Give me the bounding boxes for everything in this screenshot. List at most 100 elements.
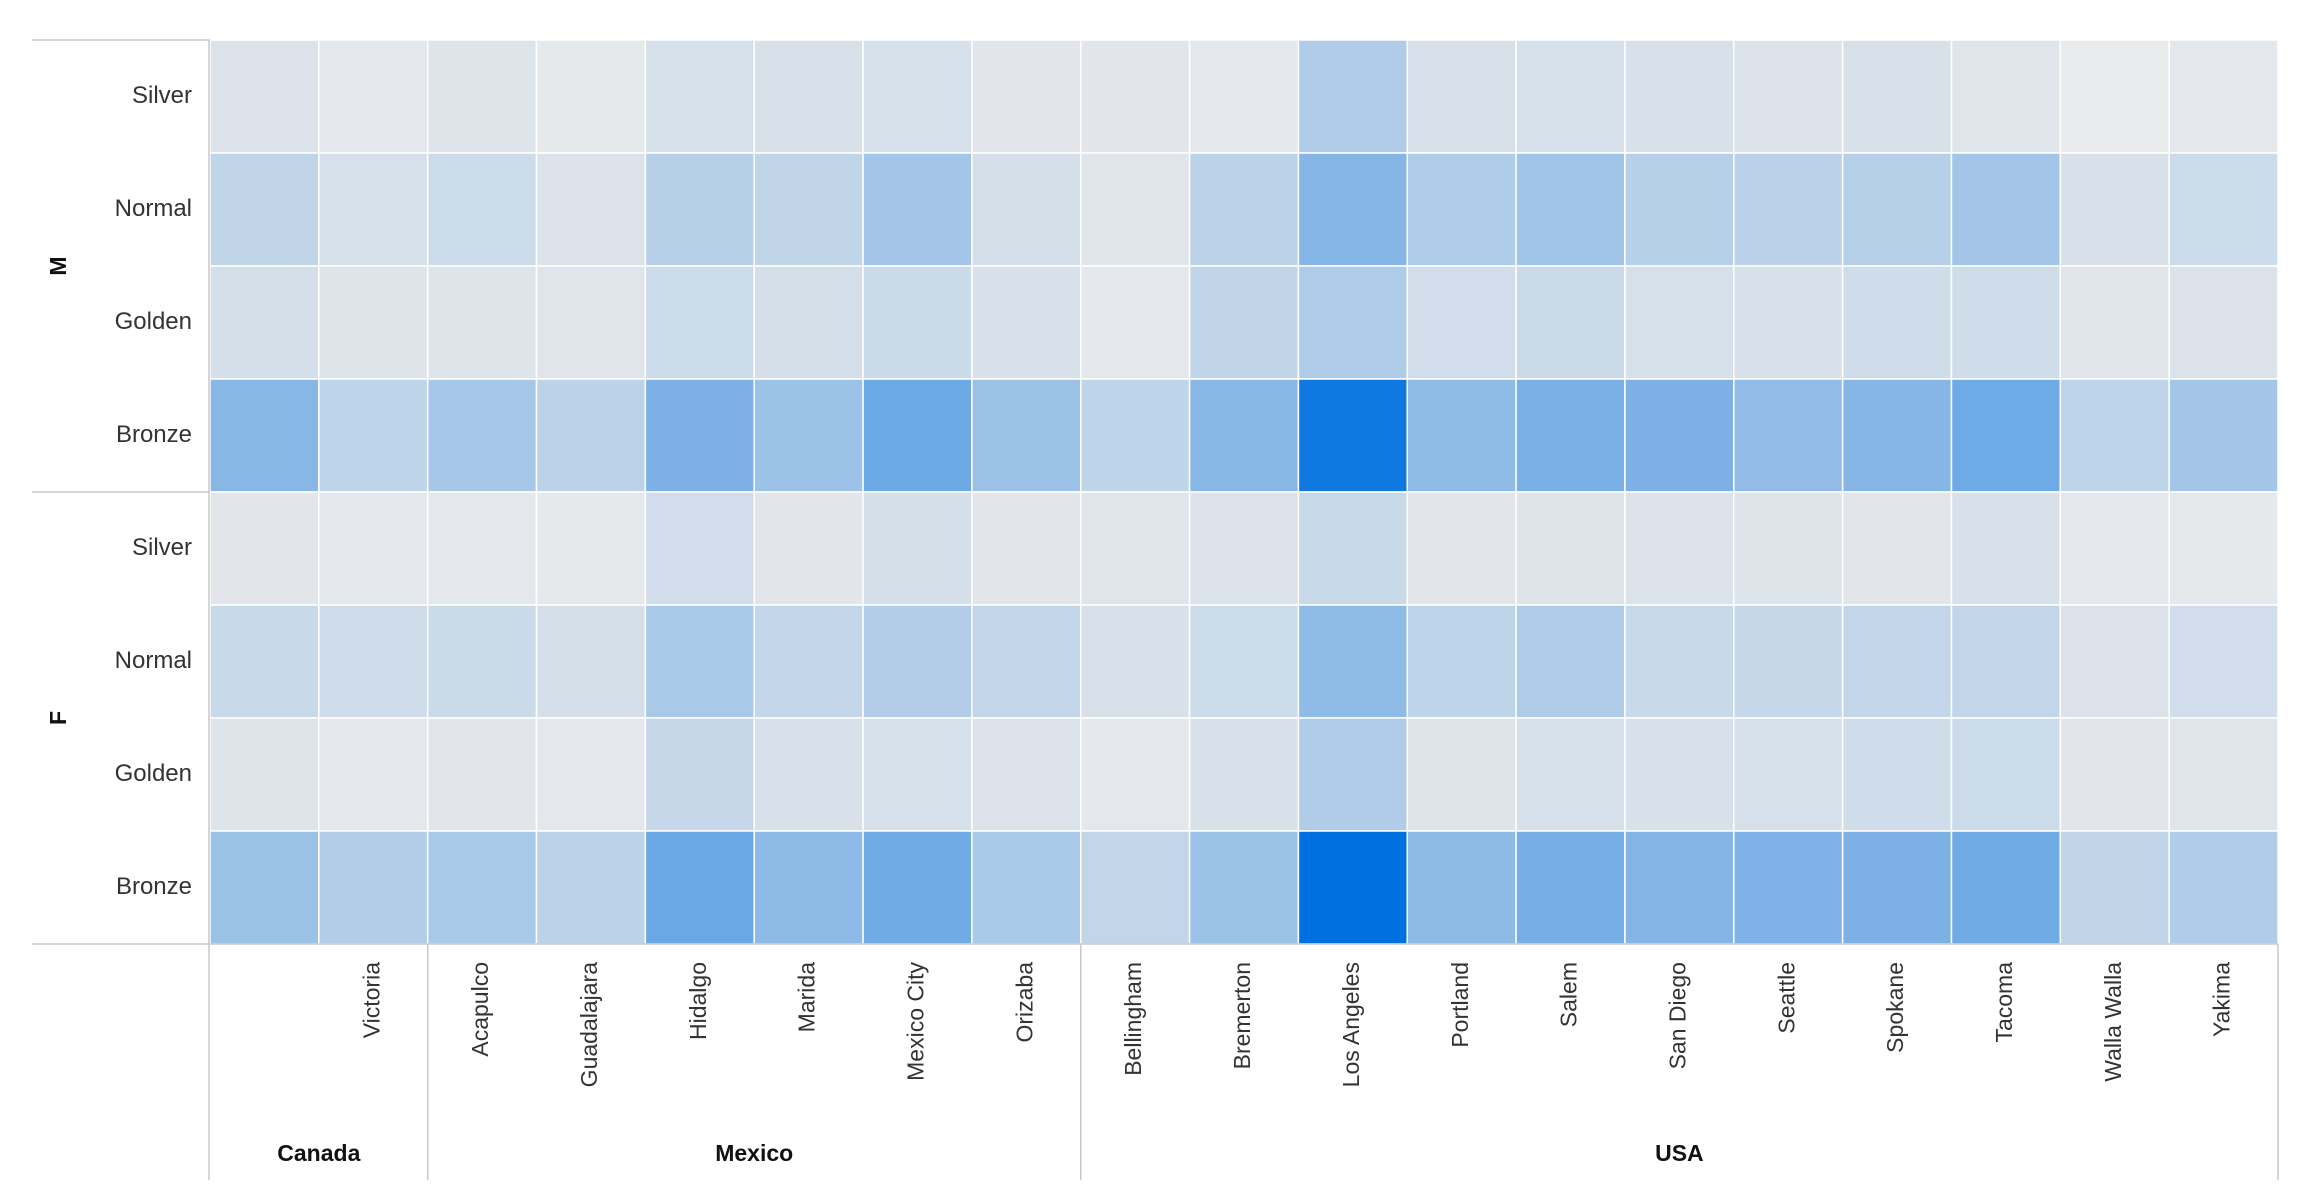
heatmap-cell bbox=[1079, 152, 1191, 267]
heatmap-cell bbox=[971, 604, 1082, 719]
column-label: Tacoma bbox=[1991, 962, 2017, 1043]
column-label: Marida bbox=[794, 962, 820, 1033]
heatmap-cell bbox=[1188, 152, 1300, 267]
heatmap-cell bbox=[1950, 152, 2062, 267]
heatmap-cell bbox=[1733, 378, 1844, 493]
column-label: Guadalajara bbox=[576, 962, 602, 1088]
row-label: Golden bbox=[115, 760, 192, 787]
heatmap-cell bbox=[426, 830, 538, 945]
heatmap-cell bbox=[1841, 378, 1953, 493]
row-label: Normal bbox=[115, 195, 192, 222]
heatmap-cell bbox=[1515, 378, 1626, 493]
heatmap-cell bbox=[862, 378, 973, 493]
heatmap-cell bbox=[2059, 152, 2170, 267]
heatmap-cell bbox=[1624, 265, 1735, 380]
heatmap-cell bbox=[1515, 39, 1626, 154]
heatmap-cell bbox=[862, 830, 973, 945]
heatmap-cell bbox=[426, 717, 538, 832]
heatmap-cell bbox=[318, 378, 429, 493]
heatmap-cell bbox=[971, 717, 1082, 832]
heatmap-cell bbox=[1515, 604, 1626, 719]
heatmap-cell bbox=[2168, 717, 2279, 832]
heatmap-cell bbox=[426, 39, 538, 154]
heatmap-cell bbox=[535, 830, 647, 945]
heatmap-cell bbox=[1841, 152, 1953, 267]
heatmap-cell bbox=[644, 152, 755, 267]
heatmap-cell bbox=[1079, 265, 1191, 380]
heatmap-cell bbox=[2168, 830, 2279, 945]
heatmap-cell bbox=[209, 491, 320, 606]
column-label: Mexico City bbox=[903, 962, 929, 1081]
heatmap-cell bbox=[1950, 39, 2062, 154]
heatmap-cell bbox=[1515, 265, 1626, 380]
heatmap-cell bbox=[753, 491, 864, 606]
heatmap-cell bbox=[753, 152, 864, 267]
heatmap-cell bbox=[209, 39, 320, 154]
heatmap-cell bbox=[1733, 830, 1844, 945]
heatmap-cell bbox=[1515, 830, 1626, 945]
heatmap-cell bbox=[971, 830, 1082, 945]
heatmap-cell bbox=[1624, 491, 1735, 606]
heatmap-cell bbox=[1733, 491, 1844, 606]
heatmap-cell bbox=[644, 378, 755, 493]
heatmap-cell bbox=[209, 604, 320, 719]
row-group-label: M bbox=[45, 256, 71, 275]
heatmap-cell bbox=[753, 39, 864, 154]
column-label: Portland bbox=[1447, 962, 1473, 1048]
heatmap-cell bbox=[1841, 265, 1953, 380]
heatmap-cell bbox=[1841, 717, 1953, 832]
heatmap-cell bbox=[318, 830, 429, 945]
column-label: Walla Walla bbox=[2100, 962, 2126, 1082]
heatmap-cell bbox=[1733, 604, 1844, 719]
heatmap-cell bbox=[1406, 378, 1517, 493]
heatmap-cell bbox=[426, 265, 538, 380]
heatmap-cell bbox=[1079, 378, 1191, 493]
column-group-label: Mexico bbox=[715, 1140, 793, 1166]
column-label: Spokane bbox=[1882, 962, 1908, 1053]
heatmap-cell bbox=[1297, 491, 1409, 606]
heatmap-cell bbox=[862, 39, 973, 154]
heatmap-cell bbox=[971, 491, 1082, 606]
heatmap-cell bbox=[1733, 39, 1844, 154]
heatmap-cell bbox=[318, 265, 429, 380]
heatmap-cell bbox=[1841, 830, 1953, 945]
heatmap-cell bbox=[2059, 39, 2170, 154]
heatmap-cell bbox=[644, 830, 755, 945]
heatmap-cell bbox=[1950, 830, 2062, 945]
heatmap-cell bbox=[2059, 604, 2170, 719]
heatmap-cell bbox=[644, 604, 755, 719]
heatmap-cell bbox=[426, 152, 538, 267]
row-label: Silver bbox=[132, 534, 192, 561]
heatmap-cell bbox=[209, 830, 320, 945]
heatmap-cell bbox=[1079, 39, 1191, 154]
heatmap-cell bbox=[2059, 378, 2170, 493]
heatmap-cell bbox=[862, 604, 973, 719]
heatmap-cell bbox=[1950, 491, 2062, 606]
heatmap-cell bbox=[644, 717, 755, 832]
heatmap-cell bbox=[426, 378, 538, 493]
heatmap-cell bbox=[209, 378, 320, 493]
heatmap-cell bbox=[318, 39, 429, 154]
heatmap-cell bbox=[971, 265, 1082, 380]
heatmap-cell bbox=[1515, 717, 1626, 832]
heatmap-cell bbox=[1188, 265, 1300, 380]
heatmap-cell bbox=[862, 265, 973, 380]
heatmap-cell bbox=[753, 378, 864, 493]
heatmap-cell bbox=[753, 830, 864, 945]
column-label: San Diego bbox=[1664, 962, 1690, 1069]
heatmap-cell bbox=[971, 378, 1082, 493]
column-label: Yakima bbox=[2209, 962, 2235, 1037]
heatmap-cell bbox=[971, 152, 1082, 267]
heatmap-cell bbox=[753, 265, 864, 380]
row-label: Silver bbox=[132, 82, 192, 109]
heatmap-cell bbox=[1515, 152, 1626, 267]
heatmap-cell bbox=[426, 604, 538, 719]
heatmap-cell bbox=[1297, 152, 1409, 267]
heatmap-cell bbox=[1950, 604, 2062, 719]
heatmap-cell bbox=[862, 152, 973, 267]
heatmap-cell bbox=[1624, 830, 1735, 945]
heatmap-cell bbox=[426, 491, 538, 606]
heatmap-cell bbox=[1297, 604, 1409, 719]
heatmap-cell bbox=[1624, 717, 1735, 832]
